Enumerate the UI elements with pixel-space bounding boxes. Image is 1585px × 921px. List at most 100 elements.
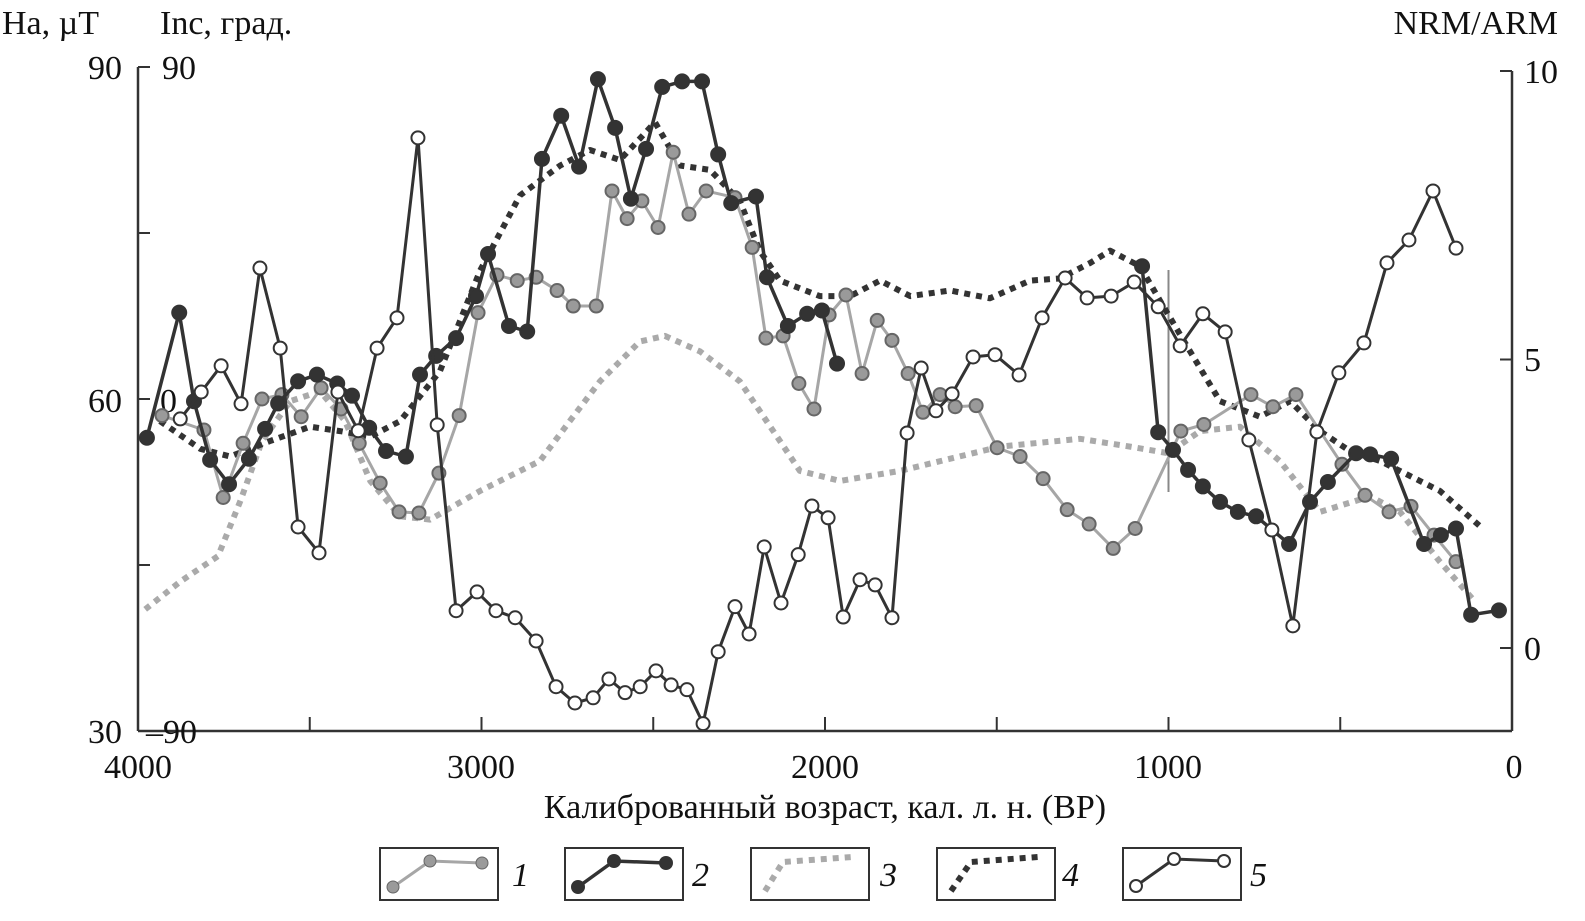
series-2-point xyxy=(654,78,671,95)
series-2-point xyxy=(829,355,846,372)
series-1-point xyxy=(932,387,948,403)
series-5-point xyxy=(448,603,464,619)
series-2-line xyxy=(145,77,839,486)
series-5-point xyxy=(272,340,288,356)
series-5-point xyxy=(469,584,485,600)
series-2-point xyxy=(138,429,155,446)
series-2-point xyxy=(1180,461,1197,478)
series-5-point xyxy=(804,498,820,514)
series-5-point xyxy=(899,425,915,441)
series-5-point xyxy=(820,510,836,526)
ha-tick-label: 90 xyxy=(88,50,122,87)
series-4-line xyxy=(158,119,1483,529)
legend-marker-1 xyxy=(386,880,400,894)
series-2-point xyxy=(397,448,414,465)
series-5-point xyxy=(727,599,743,615)
series-5-point xyxy=(369,340,385,356)
series-2-point xyxy=(344,387,361,404)
series-1-point xyxy=(254,391,270,407)
series-5-point xyxy=(1241,432,1257,448)
series-2-point xyxy=(480,246,497,263)
series-1-point xyxy=(1357,487,1373,503)
series-5-point xyxy=(389,310,405,326)
series-2-point xyxy=(1150,424,1167,441)
legend-label-4: 4 xyxy=(1062,857,1079,894)
series-5-point xyxy=(663,677,679,693)
series-5-point xyxy=(1356,335,1372,351)
x-tick-label: 3000 xyxy=(447,749,515,786)
legend-line-4 xyxy=(948,854,1039,893)
series-1-point xyxy=(854,366,870,382)
series-1-point xyxy=(1381,504,1397,520)
series-2-point xyxy=(270,395,287,412)
series-1-point xyxy=(549,283,565,299)
series-1-point xyxy=(391,504,407,520)
series-1-point xyxy=(235,435,251,451)
series-1-point xyxy=(698,183,714,199)
series-5-point xyxy=(429,417,445,433)
series-5-point xyxy=(852,572,868,588)
series-5-point xyxy=(913,360,929,376)
series-2-point xyxy=(1212,493,1229,510)
series-1-point xyxy=(968,398,984,414)
series-1-point xyxy=(1012,449,1028,465)
series-5-point xyxy=(488,603,504,619)
legend-line-1 xyxy=(392,859,483,889)
series-2-point xyxy=(799,305,816,322)
series-5-point xyxy=(1379,255,1395,271)
series-5-point xyxy=(585,690,601,706)
series-2-point xyxy=(1134,258,1151,275)
series-2-point xyxy=(638,140,655,157)
nrm-axis-title: NRM/ARM xyxy=(1394,5,1558,42)
series-2-point xyxy=(221,476,238,493)
series-5-point xyxy=(1079,290,1095,306)
series-2-point xyxy=(308,366,325,383)
series-1-point xyxy=(989,440,1005,456)
series-2-point xyxy=(710,146,727,163)
series-5-point xyxy=(233,396,249,412)
series-1-point xyxy=(293,409,309,425)
nrm-tick-label: 10 xyxy=(1524,54,1558,91)
x-tick-label: 4000 xyxy=(104,749,172,786)
x-tick-label: 0 xyxy=(1506,749,1523,786)
series-1-point xyxy=(604,183,620,199)
series-2-point xyxy=(1248,508,1265,525)
series-5-point xyxy=(1034,310,1050,326)
series-2-point xyxy=(257,420,274,437)
series-5-point xyxy=(1448,240,1464,256)
series-2-point xyxy=(1281,535,1298,552)
series-5-point xyxy=(1172,338,1188,354)
legend-marker-2 xyxy=(571,880,585,894)
series-5-point xyxy=(528,633,544,649)
legend-marker-5 xyxy=(1167,852,1181,866)
series-1-point xyxy=(791,376,807,392)
series-2-point xyxy=(412,366,429,383)
inc-tick-label: –90 xyxy=(145,714,197,751)
series-5-point xyxy=(1150,299,1166,315)
series-5-point xyxy=(172,411,188,427)
series-5-point xyxy=(213,358,229,374)
series-5-point xyxy=(1309,424,1325,440)
series-2-point xyxy=(378,443,395,460)
series-1-point xyxy=(451,408,467,424)
series-2-point xyxy=(171,304,188,321)
ticks xyxy=(137,66,1512,732)
series-2-point xyxy=(1432,527,1449,544)
series-1-point xyxy=(1081,516,1097,532)
series-4 xyxy=(158,119,1483,529)
series-5-point xyxy=(617,685,633,701)
series-1-point xyxy=(884,332,900,348)
legend-marker-5 xyxy=(1129,879,1143,893)
series-1-point xyxy=(1059,502,1075,518)
series-2-point xyxy=(553,107,570,124)
series-2-point xyxy=(674,73,691,90)
series-5-point xyxy=(679,682,695,698)
series-1-point xyxy=(411,505,427,521)
series-1-point xyxy=(947,399,963,415)
series-2-point xyxy=(202,451,219,468)
series-1-point xyxy=(351,435,367,451)
series-1-point xyxy=(215,489,231,505)
nrm-tick-label: 0 xyxy=(1524,631,1541,668)
series-5-point xyxy=(507,610,523,626)
series-2-point xyxy=(758,269,775,286)
